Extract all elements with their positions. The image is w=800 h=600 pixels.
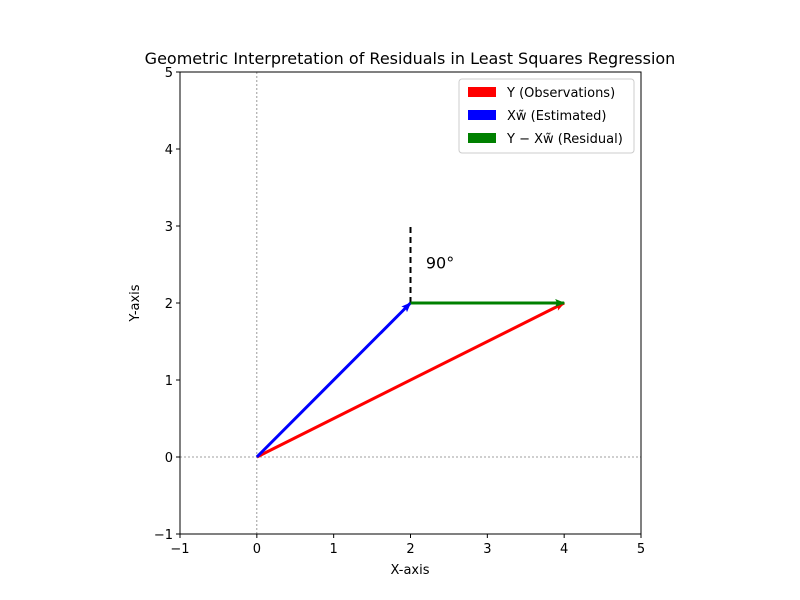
y-tick-label: 0 — [165, 451, 173, 466]
y-tick-label: 2 — [165, 297, 173, 312]
y-tick-label: −1 — [154, 528, 173, 543]
y-tick-label: 4 — [165, 143, 173, 158]
legend-swatch-observations — [468, 87, 496, 97]
x-tick-label: 2 — [406, 542, 414, 557]
x-tick-label: 1 — [330, 542, 338, 557]
legend-label-observations: Y (Observations) — [506, 86, 615, 101]
x-axis-ticks: −1 0 1 2 3 4 5 — [170, 534, 645, 557]
x-tick-label: −1 — [170, 542, 189, 557]
x-tick-label: 3 — [483, 542, 491, 557]
vector-layer — [255, 299, 566, 459]
y-axis-ticks: −1 0 1 2 3 4 5 — [154, 66, 180, 543]
annotation-layer: 90° — [426, 254, 454, 273]
y-tick-label: 1 — [165, 374, 173, 389]
x-tick-label: 5 — [637, 542, 645, 557]
chart-title: Geometric Interpretation of Residuals in… — [145, 49, 676, 68]
legend-label-residual: Y − Xw̃ (Residual) — [506, 132, 623, 147]
x-tick-label: 0 — [253, 542, 261, 557]
legend-label-estimated: Xw̃ (Estimated) — [507, 109, 607, 124]
vector-estimated — [255, 301, 412, 459]
y-tick-label: 3 — [165, 220, 173, 235]
vector-observations — [256, 301, 566, 459]
legend-swatch-residual — [468, 133, 496, 143]
y-tick-label: 5 — [165, 66, 173, 81]
x-axis-label: X-axis — [391, 563, 430, 578]
angle-annotation: 90° — [426, 254, 454, 273]
x-tick-label: 4 — [560, 542, 568, 557]
legend-box — [458, 78, 635, 154]
legend: Y (Observations) Xw̃ (Estimated) Y − Xw̃… — [458, 78, 635, 154]
legend-swatch-estimated — [468, 110, 496, 120]
y-axis-label: Y-axis — [128, 284, 143, 322]
